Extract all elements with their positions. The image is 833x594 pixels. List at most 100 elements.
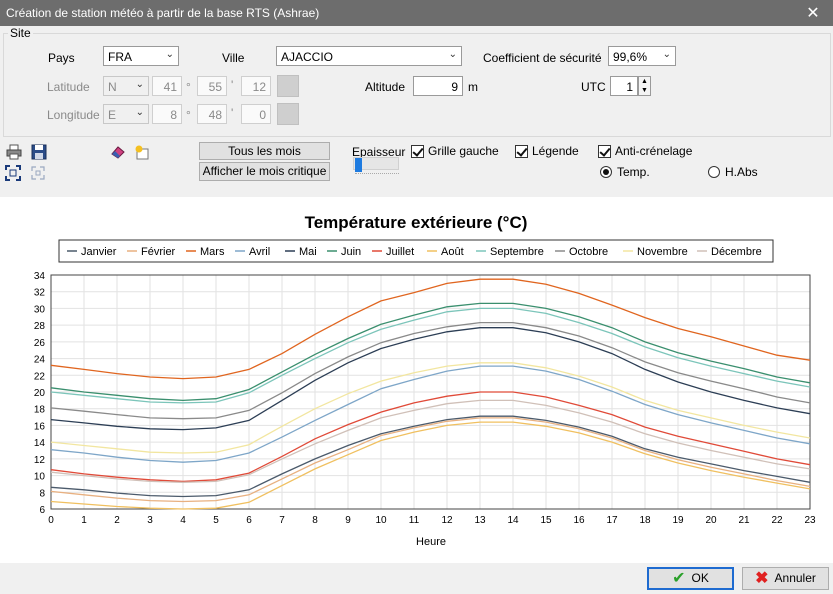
print-icon[interactable] — [6, 144, 22, 160]
ville-value: AJACCIO — [281, 50, 334, 64]
cancel-button[interactable]: ✖ Annuler — [742, 567, 829, 590]
pays-value: FRA — [108, 50, 132, 64]
lat-deg-field[interactable]: 41 — [152, 76, 182, 96]
x-tick-label: 13 — [474, 515, 486, 526]
temperature-chart: Température extérieure (°C) Janvier Févrie… — [34, 213, 816, 548]
ok-button[interactable]: ✔ OK — [647, 567, 734, 590]
close-button[interactable]: ✕ — [793, 0, 833, 26]
lon-min-value: 48 — [208, 108, 222, 122]
legend-label: Février — [141, 246, 176, 258]
series-line — [50, 321, 811, 420]
longitude-hemisphere-select[interactable]: E ⌄ — [103, 104, 149, 124]
lon-hemi-value: E — [108, 108, 117, 122]
spin-down-icon[interactable]: ▼ — [641, 87, 648, 94]
altitude-input[interactable]: 9 — [413, 76, 463, 96]
new-item-icon[interactable] — [134, 144, 150, 160]
legend-label: Juillet — [386, 246, 414, 258]
grille-gauche-label: Grille gauche — [428, 144, 499, 158]
series-line — [50, 307, 811, 404]
latitude-hemisphere-select[interactable]: N ⌄ — [103, 76, 149, 96]
x-tick-label: 9 — [345, 515, 351, 526]
spin-up-icon[interactable]: ▲ — [641, 78, 648, 85]
ville-label: Ville — [222, 51, 245, 65]
altitude-value: 9 — [451, 80, 458, 94]
coef-select[interactable]: 99,6% ⌄ — [608, 46, 676, 66]
x-tick-label: 14 — [507, 515, 519, 526]
coef-value: 99,6% — [613, 50, 648, 64]
legend-label: Mars — [200, 246, 225, 258]
y-tick-label: 16 — [34, 421, 46, 432]
y-tick-label: 6 — [39, 505, 45, 516]
anti-crenelage-checkbox[interactable]: Anti-crénelage — [598, 144, 692, 158]
x-tick-label: 11 — [409, 515, 420, 526]
legend-label: Octobre — [569, 246, 608, 258]
epaisseur-label: Epaisseur — [352, 145, 406, 159]
all-months-button[interactable]: Tous les mois — [199, 142, 330, 160]
chevron-down-icon: ⌄ — [165, 49, 174, 60]
radio-dot[interactable] — [600, 166, 612, 178]
checkbox-box[interactable] — [411, 144, 424, 158]
cancel-label: Annuler — [774, 571, 816, 585]
latitude-label: Latitude — [47, 80, 90, 94]
y-tick-label: 12 — [34, 455, 46, 466]
ok-label: OK — [691, 571, 709, 585]
lat-sec-field[interactable]: 12 — [241, 76, 271, 96]
chevron-down-icon: ⌄ — [448, 49, 457, 60]
legend-label: Janvier — [81, 246, 117, 258]
fit-view-icon[interactable] — [5, 165, 21, 181]
lon-deg-field[interactable]: 8 — [152, 104, 182, 124]
x-tick-label: 8 — [312, 515, 318, 526]
zoom-selection-icon[interactable] — [30, 165, 46, 181]
utc-spinner[interactable]: ▲ ▼ — [638, 76, 651, 96]
save-icon[interactable] — [31, 144, 47, 160]
eraser-icon[interactable] — [110, 144, 126, 160]
habs-radio[interactable]: H.Abs — [708, 165, 758, 179]
series-line — [50, 421, 811, 510]
y-tick-label: 34 — [34, 271, 46, 282]
x-tick-label: 19 — [672, 515, 684, 526]
legend-label: Novembre — [637, 246, 688, 258]
window-title: Création de station météo à partir de la… — [6, 6, 320, 20]
legende-checkbox[interactable]: Légende — [515, 144, 579, 158]
x-tick-label: 20 — [705, 515, 717, 526]
x-tick-label: 23 — [804, 515, 816, 526]
ville-select[interactable]: AJACCIO ⌄ — [276, 46, 462, 66]
y-tick-label: 30 — [34, 304, 46, 315]
x-tick-label: 17 — [606, 515, 618, 526]
legend-box — [58, 239, 774, 263]
longitude-label: Longitude — [47, 108, 100, 122]
x-axis-label: Heure — [416, 536, 446, 548]
series-line — [50, 302, 811, 402]
min-symbol: ' — [231, 106, 234, 120]
lat-hemi-value: N — [108, 80, 117, 94]
critical-month-button[interactable]: Afficher le mois critique — [199, 162, 330, 181]
legend-label: Septembre — [490, 246, 544, 258]
coef-label: Coefficient de sécurité — [483, 51, 602, 65]
radio-dot[interactable] — [708, 166, 720, 178]
lat-min-value: 55 — [208, 80, 222, 94]
y-tick-label: 10 — [34, 472, 46, 483]
grille-gauche-checkbox[interactable]: Grille gauche — [411, 144, 499, 158]
critical-month-label: Afficher le mois critique — [202, 164, 327, 178]
y-tick-label: 8 — [39, 488, 45, 499]
lon-sec-field[interactable]: 0 — [241, 104, 271, 124]
x-tick-label: 4 — [180, 515, 186, 526]
lon-min-field[interactable]: 48 — [197, 104, 227, 124]
title-bar: Création de station météo à partir de la… — [0, 0, 833, 26]
lat-min-field[interactable]: 55 — [197, 76, 227, 96]
altitude-unit: m — [468, 80, 478, 94]
legend-label: Juin — [341, 246, 361, 258]
slider-thumb[interactable] — [355, 158, 362, 172]
utc-input[interactable]: 1 — [610, 76, 638, 96]
epaisseur-slider[interactable] — [353, 157, 399, 175]
pays-label: Pays — [48, 51, 75, 65]
check-icon: ✔ — [672, 570, 686, 587]
pays-select[interactable]: FRA ⌄ — [103, 46, 179, 66]
series-line — [50, 417, 811, 503]
temp-radio[interactable]: Temp. — [600, 165, 650, 179]
checkbox-box[interactable] — [515, 144, 528, 158]
legend-label: Août — [441, 246, 464, 258]
lon-sec-value: 0 — [259, 108, 266, 122]
x-tick-label: 16 — [573, 515, 585, 526]
checkbox-box[interactable] — [598, 144, 611, 158]
